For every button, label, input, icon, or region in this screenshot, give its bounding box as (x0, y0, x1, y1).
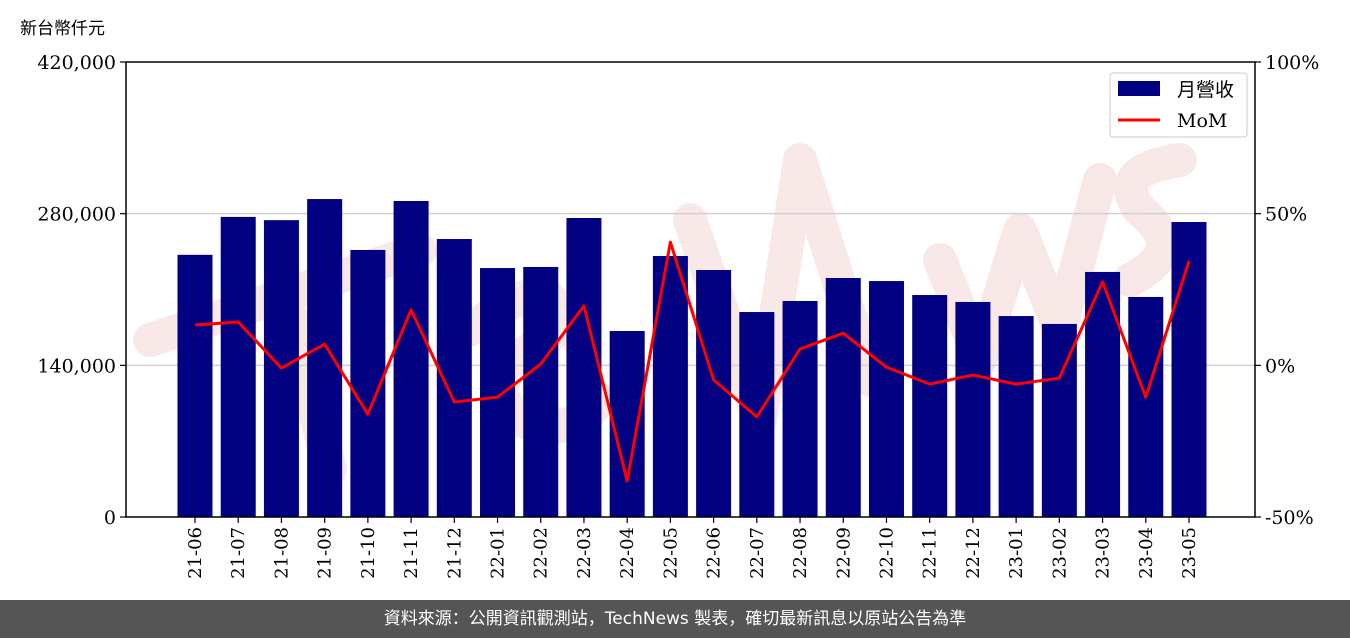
x-tick-label: 23-02 (1049, 527, 1070, 579)
x-tick-label: 21-12 (444, 527, 465, 579)
x-tick-label: 23-05 (1179, 527, 1200, 579)
x-tick-label: 23-03 (1093, 527, 1114, 579)
x-tick-label: 21-06 (185, 527, 206, 579)
revenue-chart: 0 140,000 280,000 420,000 -50% 0% 50% 100% 21-06… (37, 52, 1319, 579)
bar-22-01 (480, 268, 516, 517)
y-tick-label: 420,000 (37, 52, 116, 74)
x-tick-label: 21-08 (271, 527, 292, 579)
bar-22-08 (782, 300, 818, 517)
bar-23-02 (1041, 323, 1077, 517)
bar-21-07 (220, 216, 256, 517)
legend-label-mom: MoM (1177, 110, 1227, 132)
x-tick-label: 23-01 (1006, 527, 1027, 579)
x-tick-label: 23-04 (1136, 527, 1157, 579)
y2-tick-label: 50% (1265, 204, 1307, 226)
bar-23-05 (1171, 222, 1207, 517)
bar-22-12 (955, 301, 991, 517)
bar-21-11 (393, 200, 429, 517)
y2-tick-label: -50% (1265, 507, 1314, 529)
x-tick-label: 22-08 (790, 527, 811, 579)
legend-bar-swatch (1118, 81, 1160, 96)
legend-label-revenue: 月營收 (1177, 79, 1234, 101)
y-tick-label: 140,000 (37, 355, 116, 377)
bar-22-11 (912, 295, 948, 517)
x-tick-label: 21-10 (358, 527, 379, 579)
watermark-stroke (1113, 143, 1197, 297)
bar-22-04 (609, 330, 645, 517)
bar-22-03 (566, 218, 602, 517)
y2-tick-label: 0% (1265, 355, 1295, 377)
mom-line (194, 240, 1191, 483)
y2-tick-label: 100% (1265, 52, 1319, 74)
x-tick-label: 22-10 (876, 527, 897, 579)
plot-frame (125, 61, 1256, 518)
bar-22-02 (523, 266, 559, 517)
x-tick-label: 21-09 (315, 527, 336, 579)
x-tick-label: 22-02 (531, 527, 552, 579)
x-tick-label: 22-06 (704, 527, 725, 579)
x-tick-label: 22-11 (920, 527, 941, 579)
x-tick-label: 22-09 (833, 527, 854, 579)
y-tick-label: 0 (104, 507, 116, 529)
bar-22-09 (825, 278, 861, 517)
x-tick-label: 22-05 (660, 527, 681, 579)
x-tick-label: 22-04 (617, 527, 638, 579)
bar-22-06 (696, 270, 732, 517)
x-tick-label: 22-03 (574, 527, 595, 579)
x-tick-label: 21-07 (228, 527, 249, 579)
x-tick-label: 22-07 (747, 527, 768, 579)
y-tick-label: 280,000 (37, 204, 116, 226)
source-footer: 資料來源：公開資訊觀測站，TechNews 製表，確切最新訊息以原站公告為準 (0, 600, 1350, 638)
x-tick-label: 22-01 (488, 527, 509, 579)
x-tick-label: 22-12 (963, 527, 984, 579)
y-axis-unit-label: 新台幣仟元 (20, 19, 105, 39)
bar-23-04 (1128, 296, 1164, 517)
bar-21-09 (307, 199, 343, 517)
bar-21-06 (177, 254, 213, 518)
x-tick-label: 21-11 (401, 527, 422, 579)
bar-23-01 (998, 316, 1034, 517)
bar-22-05 (652, 256, 688, 517)
bar-22-10 (868, 281, 904, 517)
